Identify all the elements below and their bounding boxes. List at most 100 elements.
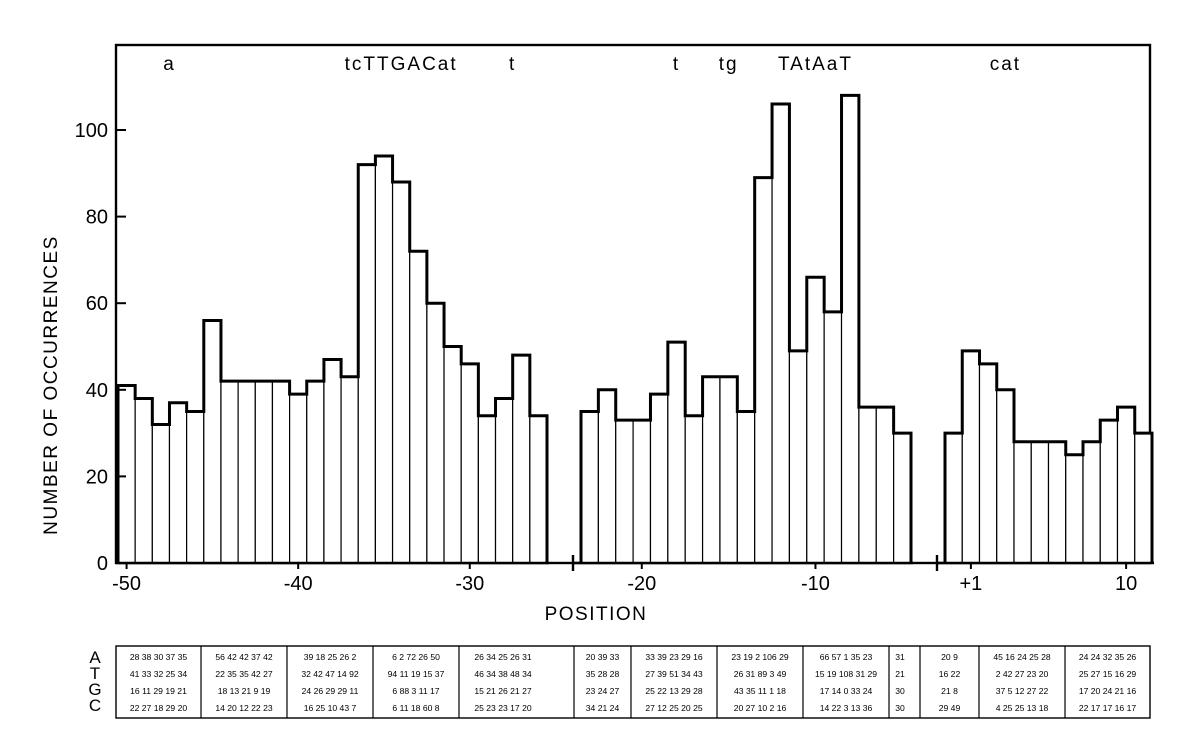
table-cell: 25 23 23 17 20 [474,703,532,713]
table-cell: 37 5 12 27 22 [996,686,1049,696]
table-cell: 27 12 25 20 25 [645,703,703,713]
histogram-bar [806,276,825,564]
table-cell: 16 22 [939,669,961,679]
histogram-outline [943,349,1154,563]
consensus-text: t [509,54,516,75]
x-tick-label: 10 [1115,573,1137,595]
table-cell: 18 13 21 9 19 [218,686,271,696]
histogram-bar [254,380,274,564]
histogram-bar [1047,441,1067,564]
histogram-bar [323,358,342,564]
consensus-text: TAtAaT [778,54,853,75]
table-cell: 20 39 33 [586,652,620,662]
histogram-outline [116,154,549,563]
table-cell: 6 88 3 11 17 [392,686,439,696]
histogram-bar [477,415,497,564]
histogram-bar [684,415,704,564]
table-cell: 17 20 24 21 16 [1079,686,1137,696]
table-cell: 23 19 2 106 29 [731,652,789,662]
histogram-bar [357,164,376,564]
table-cell: 35 28 28 [586,669,620,679]
table-cell: 32 42 47 14 92 [301,669,359,679]
table-cell: 22 17 17 16 17 [1079,703,1137,713]
table-cell: 56 42 42 37 42 [215,652,273,662]
table-cell: 4 25 25 13 18 [996,703,1049,713]
histogram-bar [151,423,171,564]
histogram-bar [1082,441,1101,564]
table-row-label: C [89,696,101,715]
histogram-bar [978,363,998,564]
histogram-bar [701,376,721,564]
histogram-bar [719,376,738,564]
histogram-bar [944,432,963,564]
table-cell: 20 27 10 2 16 [734,703,787,713]
histogram-bar [134,397,153,564]
histogram-bar [306,380,325,564]
histogram-bar [771,103,791,564]
table-cell: 23 24 27 [586,686,620,696]
table-cell: 15 19 108 31 29 [815,669,877,679]
histogram-bar [374,155,394,564]
histogram-bar [409,250,428,564]
table-cell: 66 57 1 35 23 [820,652,873,662]
table-row-label: G [88,680,101,699]
table-row-label: A [89,648,101,667]
table-cell: 2 42 27 23 20 [996,669,1049,679]
table-cell: 6 11 18 60 8 [392,703,439,713]
histogram-bar [667,341,686,564]
histogram-bar [580,410,599,564]
histogram-bar [512,354,531,564]
table-cell: 30 [895,686,905,696]
histogram-bar [529,415,548,564]
histogram-bar [494,397,514,564]
table-cell: 41 33 32 25 34 [130,669,188,679]
table-cell: 16 11 29 19 21 [130,686,187,696]
consensus-sequence: a tcTTGACat t t tg TAtAaT cat [163,54,1019,75]
histogram-bar [186,410,205,564]
histogram-bar [615,419,634,564]
table-cell: 28 38 30 37 35 [130,652,188,662]
histogram-bar [1030,441,1050,564]
table-cell: 22 35 35 42 27 [215,669,273,679]
histogram-bar [1013,441,1032,564]
histogram-bar [117,384,136,564]
histogram-bar [460,363,479,564]
consensus-text: a [163,54,176,75]
histogram-bar [168,402,188,564]
histogram-bar [840,94,860,564]
histogram-bar [1134,432,1153,564]
table-cell: 21 8 [941,686,958,696]
table-cell: 30 [895,703,905,713]
y-tick-label: 40 [86,380,108,402]
table-cell: 16 25 10 43 7 [304,703,357,713]
histogram-bar [426,302,445,564]
x-tick-label: -20 [627,573,656,595]
consensus-text: t [673,54,680,75]
histogram-bar [823,311,843,564]
table-cell: 25 27 15 16 29 [1079,669,1137,679]
histogram-bar [340,376,359,564]
histogram-bar [1116,406,1136,564]
x-axis-title: POSITION [545,604,648,625]
histogram-bar [1099,419,1119,564]
table-cell: 34 21 24 [586,703,620,713]
x-tick-label: -30 [455,573,484,595]
table-cell: 6 2 72 26 50 [392,652,440,662]
histogram-bar [875,406,895,564]
table-cell: 31 [895,652,905,662]
histogram-bar [788,350,808,564]
table-cell: 45 16 24 25 28 [993,652,1051,662]
table-row-label: T [90,664,100,683]
table-cell: 17 14 0 33 24 [820,686,873,696]
table-cell: 29 49 [939,703,961,713]
table-cell: 24 24 32 35 26 [1079,652,1137,662]
table-cell: 20 9 [941,652,958,662]
x-tick-label: -40 [284,573,313,595]
y-tick-label: 60 [86,293,108,315]
y-tick-label: 80 [86,207,108,229]
consensus-text: tg [719,54,739,75]
y-tick-label: 20 [86,466,108,488]
histogram-bar [893,432,912,564]
